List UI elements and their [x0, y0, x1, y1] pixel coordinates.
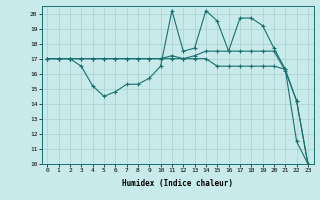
X-axis label: Humidex (Indice chaleur): Humidex (Indice chaleur) [122, 179, 233, 188]
